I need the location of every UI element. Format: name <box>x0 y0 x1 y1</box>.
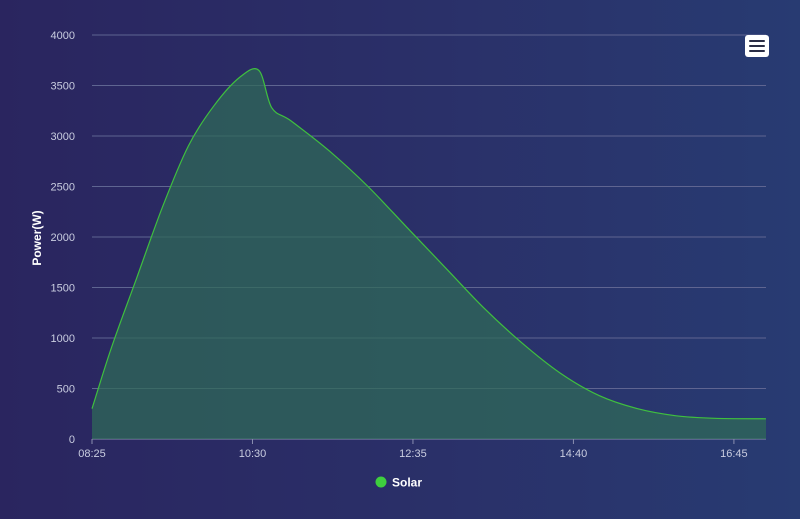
y-tick-label: 4000 <box>51 30 75 42</box>
y-tick-label: 0 <box>69 434 75 446</box>
legend-item-solar[interactable]: Solar <box>375 476 423 490</box>
menu-bar <box>749 45 765 47</box>
y-tick-label: 3500 <box>51 81 75 93</box>
legend-label: Solar <box>392 476 422 490</box>
y-tick-label: 1500 <box>51 283 75 295</box>
menu-bar <box>749 50 765 52</box>
x-tick-label: 16:45 <box>720 448 748 460</box>
series-line-solar <box>91 68 767 420</box>
y-tick-label: 1000 <box>51 333 75 345</box>
series-area-solar <box>92 68 766 439</box>
x-tick-label: 12:35 <box>399 448 427 460</box>
x-tick-label: 10:30 <box>239 448 267 460</box>
y-tick-label: 2500 <box>51 182 75 194</box>
x-tick-label: 14:40 <box>560 448 588 460</box>
y-axis-ticks: 0 500 1000 1500 2000 2500 3000 3500 4000 <box>51 30 75 446</box>
hamburger-menu-icon[interactable] <box>745 35 769 57</box>
series-layer <box>91 68 767 439</box>
y-tick-label: 500 <box>57 384 75 396</box>
x-axis-ticks: 08:25 10:30 12:35 14:40 16:45 <box>78 439 748 460</box>
legend-marker <box>375 476 387 488</box>
menu-bar <box>749 40 765 42</box>
y-axis-title: Power(W) <box>30 210 44 265</box>
y-tick-label: 2000 <box>51 232 75 244</box>
y-tick-label: 3000 <box>51 131 75 143</box>
x-tick-label: 08:25 <box>78 448 106 460</box>
